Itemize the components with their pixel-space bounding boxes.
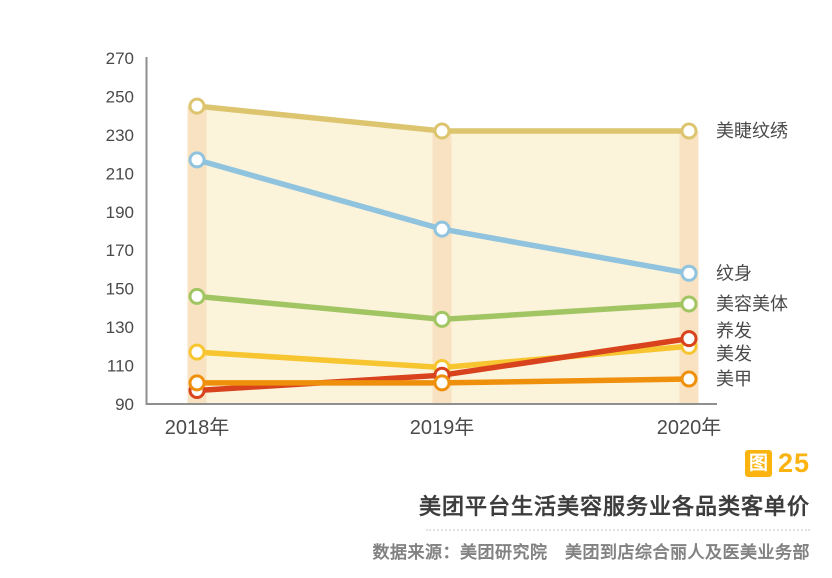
y-tick-label: 250 [106, 87, 134, 106]
x-tick-label: 2018年 [165, 416, 230, 439]
y-tick-label: 170 [106, 241, 134, 260]
data-point [433, 310, 451, 328]
data-point [188, 287, 206, 305]
data-point [680, 122, 698, 140]
price-trend-line-chart: 90 110 130 150 170 190 210 230 250 270 2018年 2019年 2… [106, 49, 788, 439]
y-tick-label: 150 [106, 280, 134, 299]
data-point [188, 97, 206, 115]
data-point [433, 374, 451, 392]
x-tick-label: 2019年 [410, 416, 475, 439]
dotted-separator [426, 529, 810, 532]
data-point [680, 370, 698, 388]
y-tick-label: 90 [115, 395, 134, 414]
year-band [432, 131, 452, 404]
chart-title: 美团平台生活美容服务业各品类客单价 [418, 494, 810, 520]
data-point [188, 374, 206, 392]
axes [145, 57, 717, 405]
data-source: 数据来源：美团研究院 美团到店综合丽人及医美业务部 [372, 543, 810, 563]
figure-label: 图 25 [373, 448, 811, 479]
data-point [680, 264, 698, 282]
series-label: 纹身 [716, 263, 752, 283]
data-point [433, 220, 451, 238]
caption-block: 图 25 美团平台生活美容服务业各品类客单价 数据来源：美团研究院 美团到店综合丽… [372, 448, 811, 563]
series-label: 美甲 [716, 369, 752, 389]
figure-badge: 图 [744, 450, 772, 478]
series-label: 美容美体 [716, 294, 788, 314]
y-tick-label: 130 [106, 318, 134, 337]
y-tick-label: 190 [106, 203, 134, 222]
x-tick-label: 2020年 [657, 416, 722, 439]
y-tick-label: 230 [106, 126, 134, 145]
data-point [680, 330, 698, 348]
data-point [680, 295, 698, 313]
y-tick-label: 110 [107, 357, 134, 376]
figure-number: 25 [777, 448, 810, 479]
data-point [433, 122, 451, 140]
series-label: 美睫纹绣 [716, 121, 788, 141]
y-tick-label: 210 [106, 164, 134, 183]
year-band [187, 106, 207, 404]
series-label: 养发 [716, 321, 752, 341]
data-point [188, 343, 206, 361]
y-tick-label: 270 [106, 49, 134, 68]
data-point [188, 151, 206, 169]
series-label: 美发 [716, 344, 752, 364]
